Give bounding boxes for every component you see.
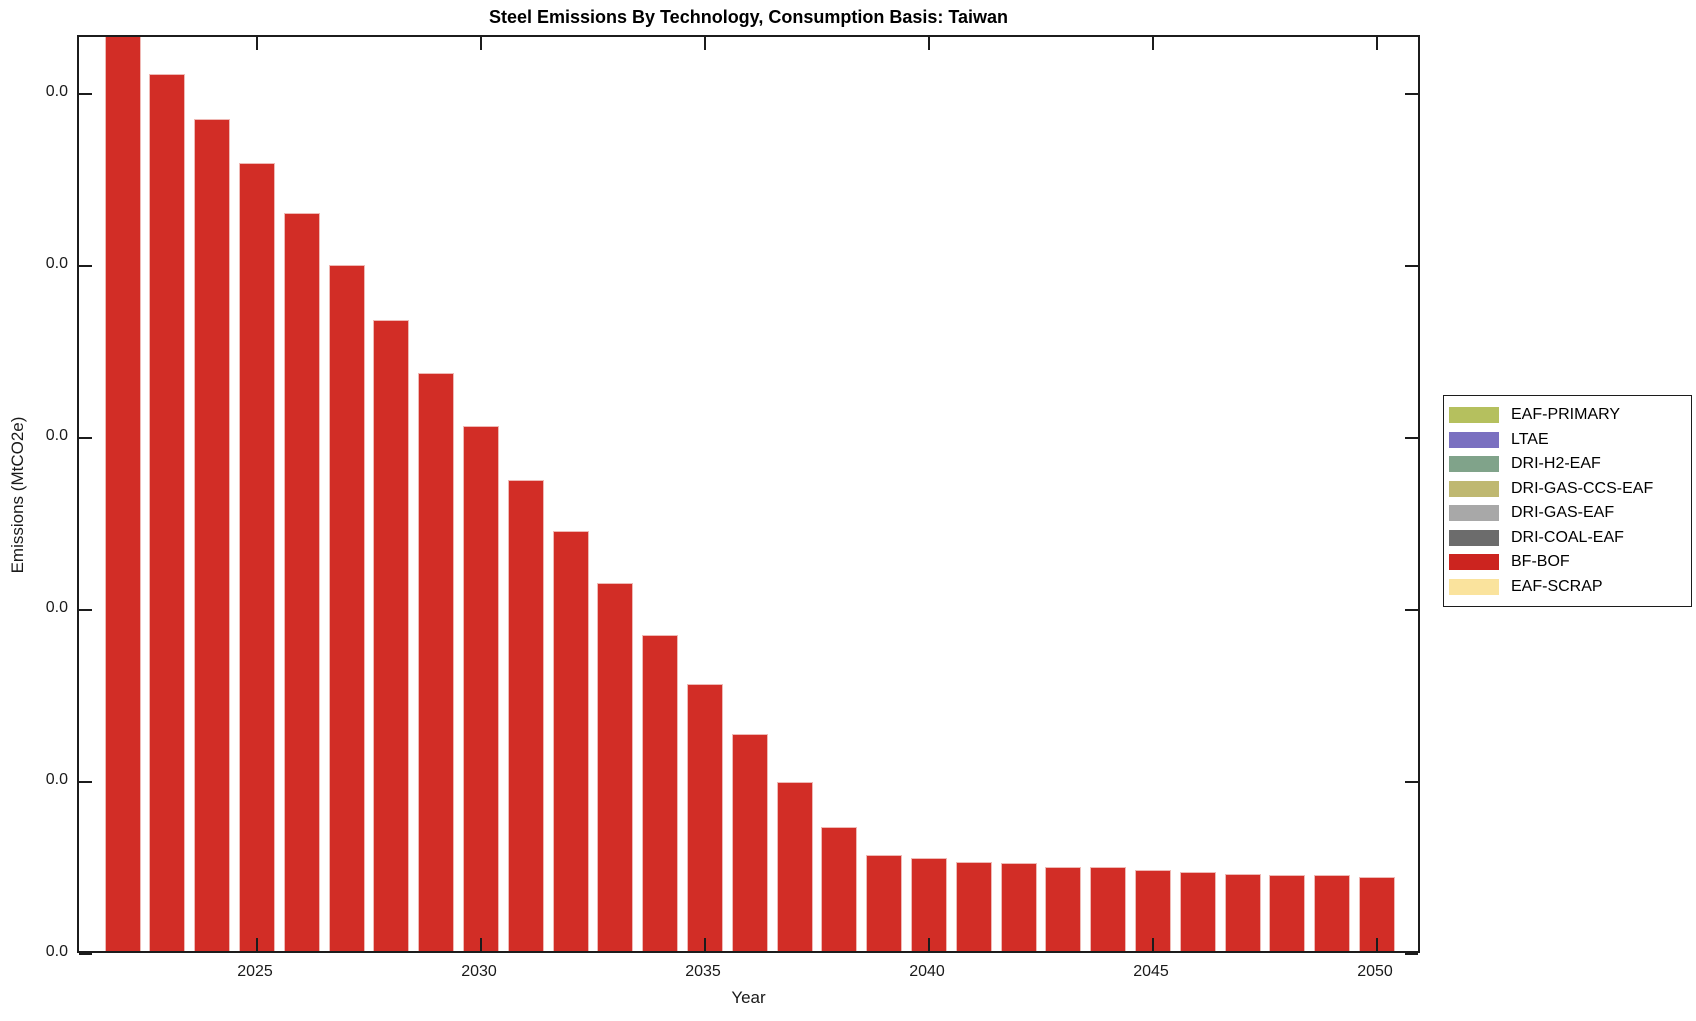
y-tick-label-1: 0.0 bbox=[45, 771, 68, 788]
legend-label-dri-gas-eaf: DRI-GAS-EAF bbox=[1511, 504, 1615, 522]
legend-label-ltae: LTAE bbox=[1511, 430, 1549, 448]
legend-row-dri-coal-eaf: DRI-COAL-EAF bbox=[1449, 526, 1691, 551]
bar-2036 bbox=[731, 734, 768, 951]
x-tick-top-2045 bbox=[1152, 37, 1154, 50]
bar-2042 bbox=[1000, 863, 1037, 951]
y-tick-left-4 bbox=[79, 265, 92, 267]
bar-2026 bbox=[283, 213, 320, 951]
x-tick-bottom-2025 bbox=[256, 938, 258, 951]
bar-2022 bbox=[104, 37, 141, 951]
legend-label-dri-coal-eaf: DRI-COAL-EAF bbox=[1511, 528, 1624, 546]
y-axis-label: Emissions (MtCO2e) bbox=[8, 416, 27, 574]
y-tick-right-5 bbox=[1405, 93, 1418, 95]
bar-2025 bbox=[239, 163, 275, 951]
x-tick-label-2050: 2050 bbox=[1357, 963, 1393, 980]
bar-2043 bbox=[1045, 866, 1082, 951]
x-tick-top-2030 bbox=[480, 37, 482, 50]
legend-swatch-bf-bof bbox=[1449, 554, 1499, 571]
x-tick-top-2050 bbox=[1376, 37, 1378, 50]
y-tick-left-3 bbox=[79, 437, 92, 439]
legend-row-ltae: LTAE bbox=[1449, 428, 1691, 453]
y-tick-left-5 bbox=[79, 93, 92, 95]
x-tick-bottom-2030 bbox=[480, 938, 482, 951]
legend-label-bf-bof: BF-BOF bbox=[1511, 553, 1570, 571]
bar-2039 bbox=[866, 854, 903, 951]
bar-2047 bbox=[1224, 873, 1261, 951]
legend-swatch-dri-h2-eaf bbox=[1449, 456, 1499, 473]
chart-title: Steel Emissions By Technology, Consumpti… bbox=[488, 7, 1009, 27]
y-tick-label-4: 0.0 bbox=[45, 255, 68, 272]
bar-series-bf-bof bbox=[79, 37, 1418, 951]
legend-swatch-ltae bbox=[1449, 431, 1499, 448]
bar-2044 bbox=[1090, 866, 1127, 951]
x-tick-bottom-2040 bbox=[928, 938, 930, 951]
legend-swatch-eaf-scrap bbox=[1449, 578, 1499, 595]
bar-2035 bbox=[687, 684, 723, 951]
x-tick-top-2040 bbox=[928, 37, 930, 50]
legend-label-dri-h2-eaf: DRI-H2-EAF bbox=[1511, 455, 1601, 473]
bar-2029 bbox=[418, 373, 455, 951]
y-tick-right-4 bbox=[1405, 265, 1418, 267]
legend-swatch-dri-gas-ccs-eaf bbox=[1449, 480, 1499, 497]
plot-area bbox=[77, 35, 1420, 955]
bar-2046 bbox=[1179, 871, 1216, 951]
bar-2027 bbox=[328, 264, 365, 951]
legend-row-dri-gas-ccs-eaf: DRI-GAS-CCS-EAF bbox=[1449, 477, 1691, 502]
bar-2023 bbox=[149, 73, 186, 951]
bar-2032 bbox=[552, 531, 589, 951]
bar-2040 bbox=[911, 858, 947, 951]
legend-label-eaf-scrap: EAF-SCRAP bbox=[1511, 577, 1603, 595]
bar-2048 bbox=[1269, 875, 1306, 951]
x-tick-label-2045: 2045 bbox=[1133, 963, 1169, 980]
bar-2030 bbox=[463, 426, 499, 951]
legend-row-eaf-primary: EAF-PRIMARY bbox=[1449, 403, 1691, 428]
x-tick-bottom-2050 bbox=[1376, 938, 1378, 951]
y-tick-left-1 bbox=[79, 781, 92, 783]
bar-2049 bbox=[1314, 875, 1351, 951]
x-tick-label-2040: 2040 bbox=[909, 963, 945, 980]
x-axis-label: Year bbox=[731, 988, 766, 1007]
bar-2033 bbox=[597, 582, 634, 951]
y-tick-label-5: 0.0 bbox=[45, 83, 68, 100]
bar-2031 bbox=[507, 479, 544, 951]
legend-row-dri-h2-eaf: DRI-H2-EAF bbox=[1449, 452, 1691, 477]
bar-2034 bbox=[642, 634, 679, 951]
y-tick-right-1 bbox=[1405, 781, 1418, 783]
y-tick-label-2: 0.0 bbox=[45, 599, 68, 616]
x-tick-label-2030: 2030 bbox=[461, 963, 497, 980]
bar-2041 bbox=[955, 861, 992, 951]
legend-label-eaf-primary: EAF-PRIMARY bbox=[1511, 406, 1621, 424]
x-tick-label-2035: 2035 bbox=[685, 963, 721, 980]
y-tick-left-0 bbox=[79, 953, 92, 955]
bar-2037 bbox=[776, 782, 813, 951]
legend-label-dri-gas-ccs-eaf: DRI-GAS-CCS-EAF bbox=[1511, 479, 1654, 497]
legend-swatch-eaf-primary bbox=[1449, 407, 1499, 424]
bar-2024 bbox=[194, 118, 231, 951]
x-tick-label-2025: 2025 bbox=[237, 963, 273, 980]
y-tick-right-3 bbox=[1405, 437, 1418, 439]
y-tick-label-0: 0.0 bbox=[45, 943, 68, 960]
x-tick-bottom-2035 bbox=[704, 938, 706, 951]
x-tick-bottom-2045 bbox=[1152, 938, 1154, 951]
x-tick-top-2035 bbox=[704, 37, 706, 50]
legend-row-dri-gas-eaf: DRI-GAS-EAF bbox=[1449, 501, 1691, 526]
bar-2028 bbox=[373, 319, 410, 951]
y-tick-right-0 bbox=[1405, 953, 1418, 955]
y-tick-left-2 bbox=[79, 609, 92, 611]
legend-row-bf-bof: BF-BOF bbox=[1449, 550, 1691, 575]
legend-row-eaf-scrap: EAF-SCRAP bbox=[1449, 575, 1691, 600]
y-tick-label-3: 0.0 bbox=[45, 427, 68, 444]
legend: EAF-PRIMARY LTAE DRI-H2-EAF DRI-GAS-CCS-EAF… bbox=[1443, 395, 1692, 607]
legend-swatch-dri-coal-eaf bbox=[1449, 529, 1499, 546]
bar-2045 bbox=[1135, 870, 1171, 951]
x-tick-top-2025 bbox=[256, 37, 258, 50]
bar-2038 bbox=[821, 827, 858, 951]
y-tick-right-2 bbox=[1405, 609, 1418, 611]
legend-swatch-dri-gas-eaf bbox=[1449, 505, 1499, 522]
